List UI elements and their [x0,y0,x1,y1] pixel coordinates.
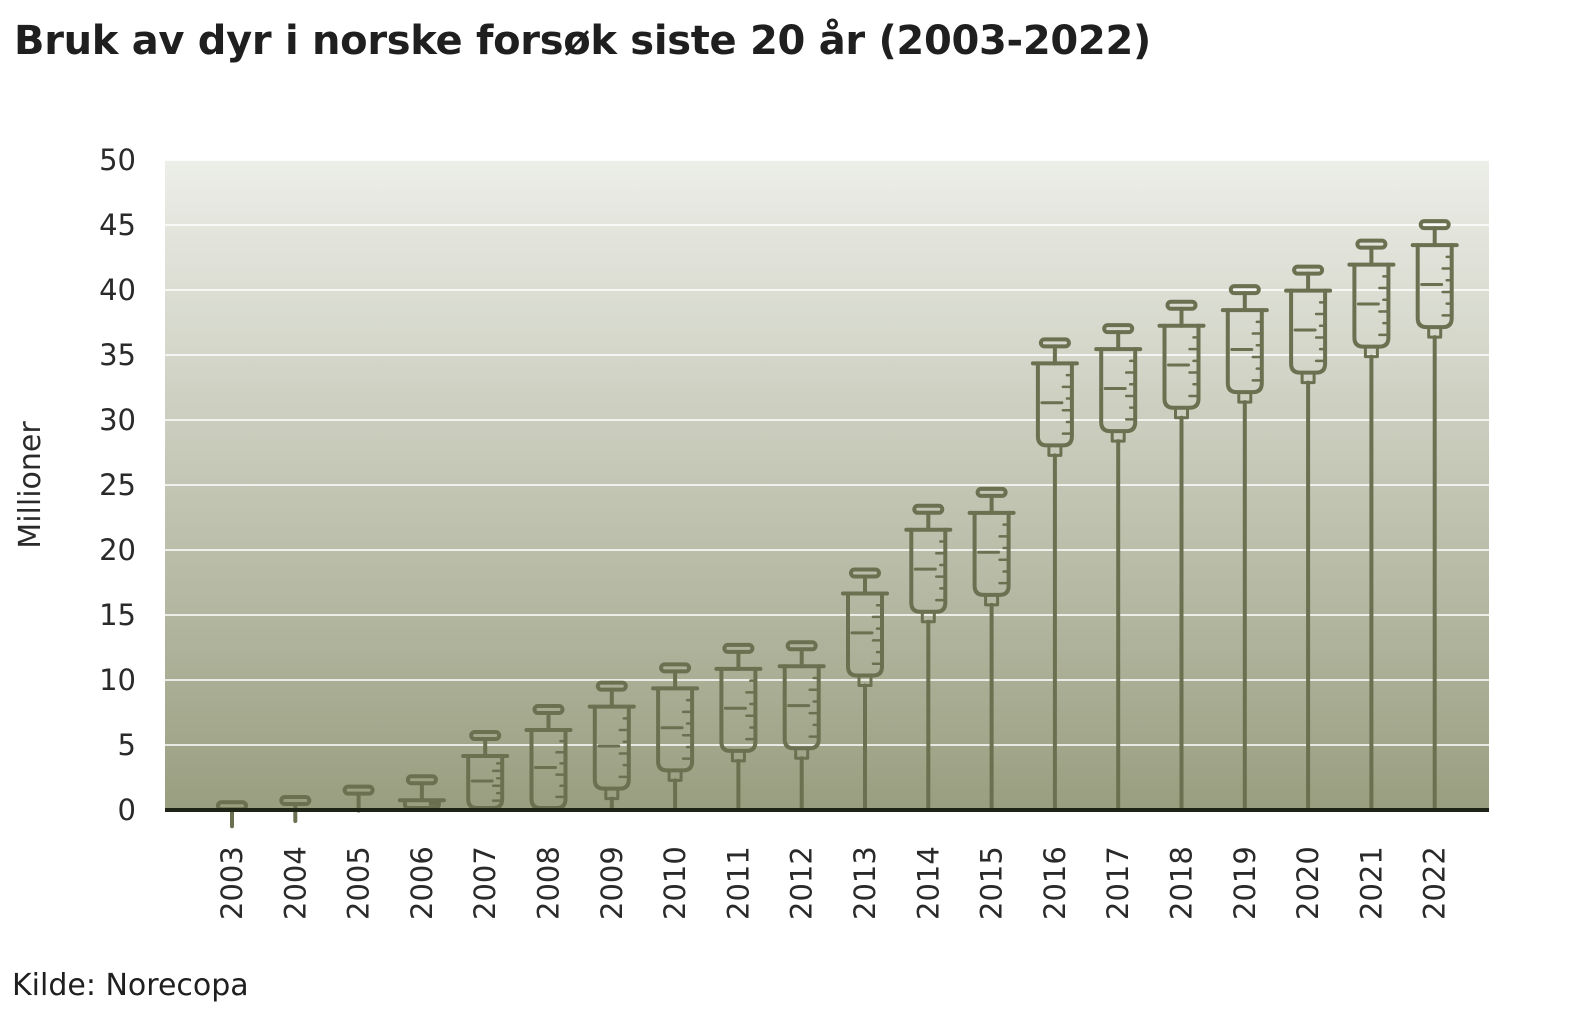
syringe-bar [651,662,700,812]
source-note: Kilde: Norecopa [12,968,249,1003]
syringe-bar [904,503,953,812]
x-tick-label: 2008 [532,846,566,920]
y-tick-label: 25 [99,468,136,502]
y-tick-label: 10 [99,663,136,697]
syringe-bar [841,567,889,812]
syringe-bar [777,640,826,812]
y-tick-label: 20 [99,533,136,567]
syringe-bar [714,642,763,812]
syringe-bar [1220,284,1269,812]
x-tick-label: 2011 [721,846,755,920]
x-tick-label: 2017 [1101,846,1135,920]
gridlines [165,159,1489,746]
x-tick-label: 2015 [975,846,1009,920]
page-title: Bruk av dyr i norske forsøk siste 20 år … [14,18,1151,64]
y-tick-label: 5 [118,728,136,762]
syringe-bar [587,680,636,812]
y-tick-label: 35 [99,338,136,372]
x-tick-label: 2003 [215,846,249,920]
syringe-bar [967,486,1016,812]
syringe-bar [342,784,375,813]
y-tick-label: 30 [99,403,136,437]
syringe-bar [1410,219,1459,812]
x-tick-label: 2016 [1038,846,1072,920]
x-axis-ticks: 2003 2004 2005 2006 2007 2008 2009 2010 2011 2012… [215,846,1452,920]
x-tick-label: 2020 [1291,846,1325,920]
x-tick-label: 2022 [1418,846,1452,920]
syringe-bars [216,219,1459,829]
x-tick-label: 2005 [342,846,376,920]
x-tick-label: 2012 [785,846,819,920]
y-tick-label: 0 [118,793,136,827]
y-axis-ticks: 0 5 10 15 20 25 30 35 40 45 50 [99,143,136,827]
x-tick-label: 2007 [468,846,502,920]
y-tick-label: 50 [99,143,136,177]
y-axis-title: Millioner [13,421,48,549]
x-tick-label: 2019 [1228,846,1262,920]
y-tick-label: 40 [99,273,136,307]
syringe-bar [1094,323,1143,812]
x-tick-label: 2004 [278,846,312,920]
x-tick-label: 2006 [405,846,439,920]
syringe-bar [279,795,312,823]
syringe-bar [461,730,510,810]
syringe-bar [1284,264,1333,812]
x-tick-label: 2009 [595,846,629,920]
syringe-bar [1030,337,1079,812]
y-tick-label: 15 [99,598,136,632]
syringe-bar [1347,238,1396,812]
x-tick-label: 2018 [1165,846,1199,920]
x-tick-label: 2014 [911,846,945,920]
syringe-bar [1157,299,1206,812]
y-tick-label: 45 [99,208,136,242]
x-tick-label: 2013 [848,846,882,920]
x-tick-label: 2021 [1354,846,1388,920]
x-tick-label: 2010 [658,846,692,920]
